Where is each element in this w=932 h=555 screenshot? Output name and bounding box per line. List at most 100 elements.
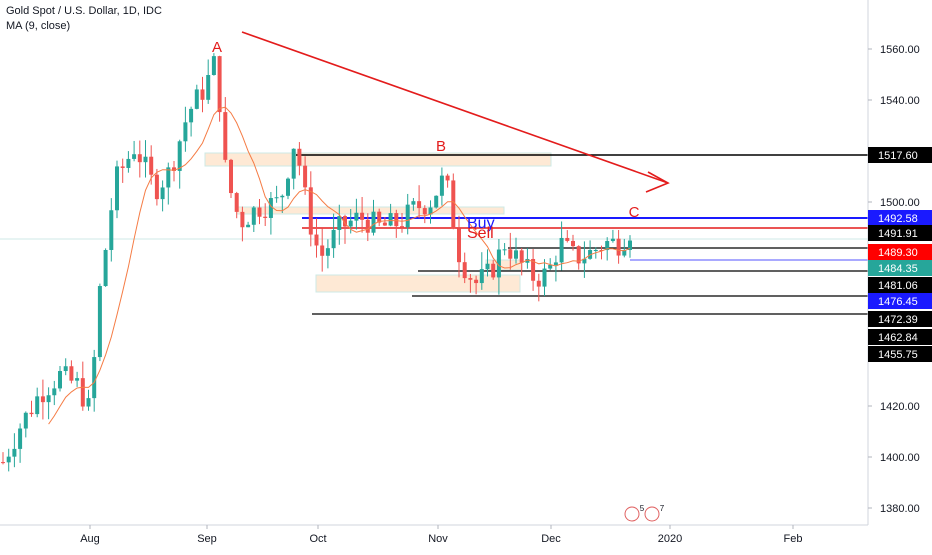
candle-body [365, 219, 370, 233]
candle-body [297, 148, 302, 166]
time-tick-label: Nov [428, 533, 448, 545]
time-tick-label: Oct [309, 533, 326, 545]
time-tick-label: Feb [784, 533, 803, 545]
price-tag: 1491.91 [868, 225, 932, 241]
candle-body [194, 89, 199, 109]
candle-body [451, 180, 456, 229]
candle-body [314, 234, 319, 246]
candle-body [251, 207, 256, 225]
candle-body [571, 240, 575, 247]
candle-body [189, 108, 194, 123]
candle-body [616, 238, 621, 256]
event-flag-icon [644, 506, 660, 522]
candle-body [439, 175, 444, 196]
price-tags: 1517.60 1492.58 1491.91 1489.30 1484.35 1481.… [868, 147, 932, 362]
price-tag-bg [868, 210, 932, 226]
candle-body [605, 241, 610, 251]
candle-body [622, 249, 627, 256]
price-tag-bg [868, 260, 932, 276]
moving-average [48, 106, 631, 425]
price-tag: 1489.30 [868, 244, 932, 260]
price-tag: 1462.84 [868, 329, 932, 345]
price-tag-label: 1472.39 [878, 314, 918, 326]
price-tag-bg [868, 147, 932, 163]
candle-body [1, 462, 5, 464]
events-count: 7 [660, 504, 665, 513]
candle-body [92, 357, 97, 399]
candle-body [331, 229, 336, 249]
candle-body [40, 396, 45, 403]
wave-label-a: A [212, 39, 222, 56]
candle-body [109, 210, 114, 250]
candle-body [496, 249, 501, 278]
price-tag: 1492.58 [868, 210, 932, 226]
candle-body [308, 187, 313, 235]
candle-body [576, 246, 581, 264]
price-tag-label: 1489.30 [878, 247, 918, 259]
candle-body [354, 212, 359, 221]
price-tick-label: 1400.00 [880, 452, 920, 464]
candle-body [485, 263, 490, 270]
candle-body [23, 412, 28, 429]
candle-body [343, 216, 347, 227]
trend-line [241, 31, 669, 184]
candle-body [593, 250, 598, 252]
price-tag: 1455.75 [868, 346, 932, 362]
time-tick-label: 2020 [658, 533, 682, 545]
candle-body [29, 412, 34, 415]
candle-body [63, 366, 68, 372]
candle-body [394, 213, 399, 227]
price-tag-bg [868, 293, 932, 309]
candle-body [531, 258, 536, 281]
candle-body [525, 258, 530, 263]
candle-body [211, 56, 216, 76]
candle-body [246, 224, 251, 228]
candle-body [360, 212, 365, 220]
candle-body [160, 187, 165, 200]
candle-body [240, 211, 245, 228]
candle-body [52, 388, 57, 396]
time-axis: Aug Sep Oct Nov Dec 2020 Feb [0, 524, 868, 545]
candle-body [479, 269, 484, 284]
candle-body [97, 286, 102, 358]
candle-body [553, 262, 558, 265]
price-tick-label: 1380.00 [880, 503, 920, 515]
time-tick-label: Dec [541, 533, 561, 545]
candle-body [206, 75, 211, 100]
candle-body [514, 250, 518, 259]
candle-body [6, 456, 11, 463]
price-tag-label: 1462.84 [878, 332, 918, 344]
candle-body [628, 240, 632, 250]
candle-body [320, 245, 325, 256]
candle-body [382, 222, 387, 226]
trend-arrowhead [645, 171, 670, 193]
candles [1, 53, 632, 472]
candle-body [411, 201, 416, 205]
candle-body [337, 216, 342, 230]
candle-body [229, 159, 233, 194]
candle-body [137, 154, 142, 163]
price-tag: 1472.39 [868, 311, 932, 327]
candle-body [126, 158, 131, 168]
candle-body [291, 148, 296, 179]
price-tag-bg [868, 225, 932, 241]
candle-body [263, 216, 268, 218]
candle-body [12, 448, 17, 457]
wave-label-c: C [629, 204, 640, 221]
candle-body [274, 197, 279, 199]
price-tag: 1517.60 [868, 147, 932, 163]
candle-body [377, 211, 382, 223]
price-tick-label: 1560.00 [880, 44, 920, 56]
price-tag-bg [868, 277, 932, 293]
candle-body [417, 201, 422, 209]
price-tag-label: 1455.75 [878, 349, 918, 361]
event-flag-icon [624, 506, 640, 522]
indicator-label[interactable]: MA (9, close) [6, 20, 71, 32]
buy-label: Buy [467, 215, 495, 232]
price-tick-label: 1500.00 [880, 197, 920, 209]
candle-body [132, 154, 137, 159]
wave-label-b: B [436, 138, 446, 155]
candle-body [559, 237, 564, 263]
